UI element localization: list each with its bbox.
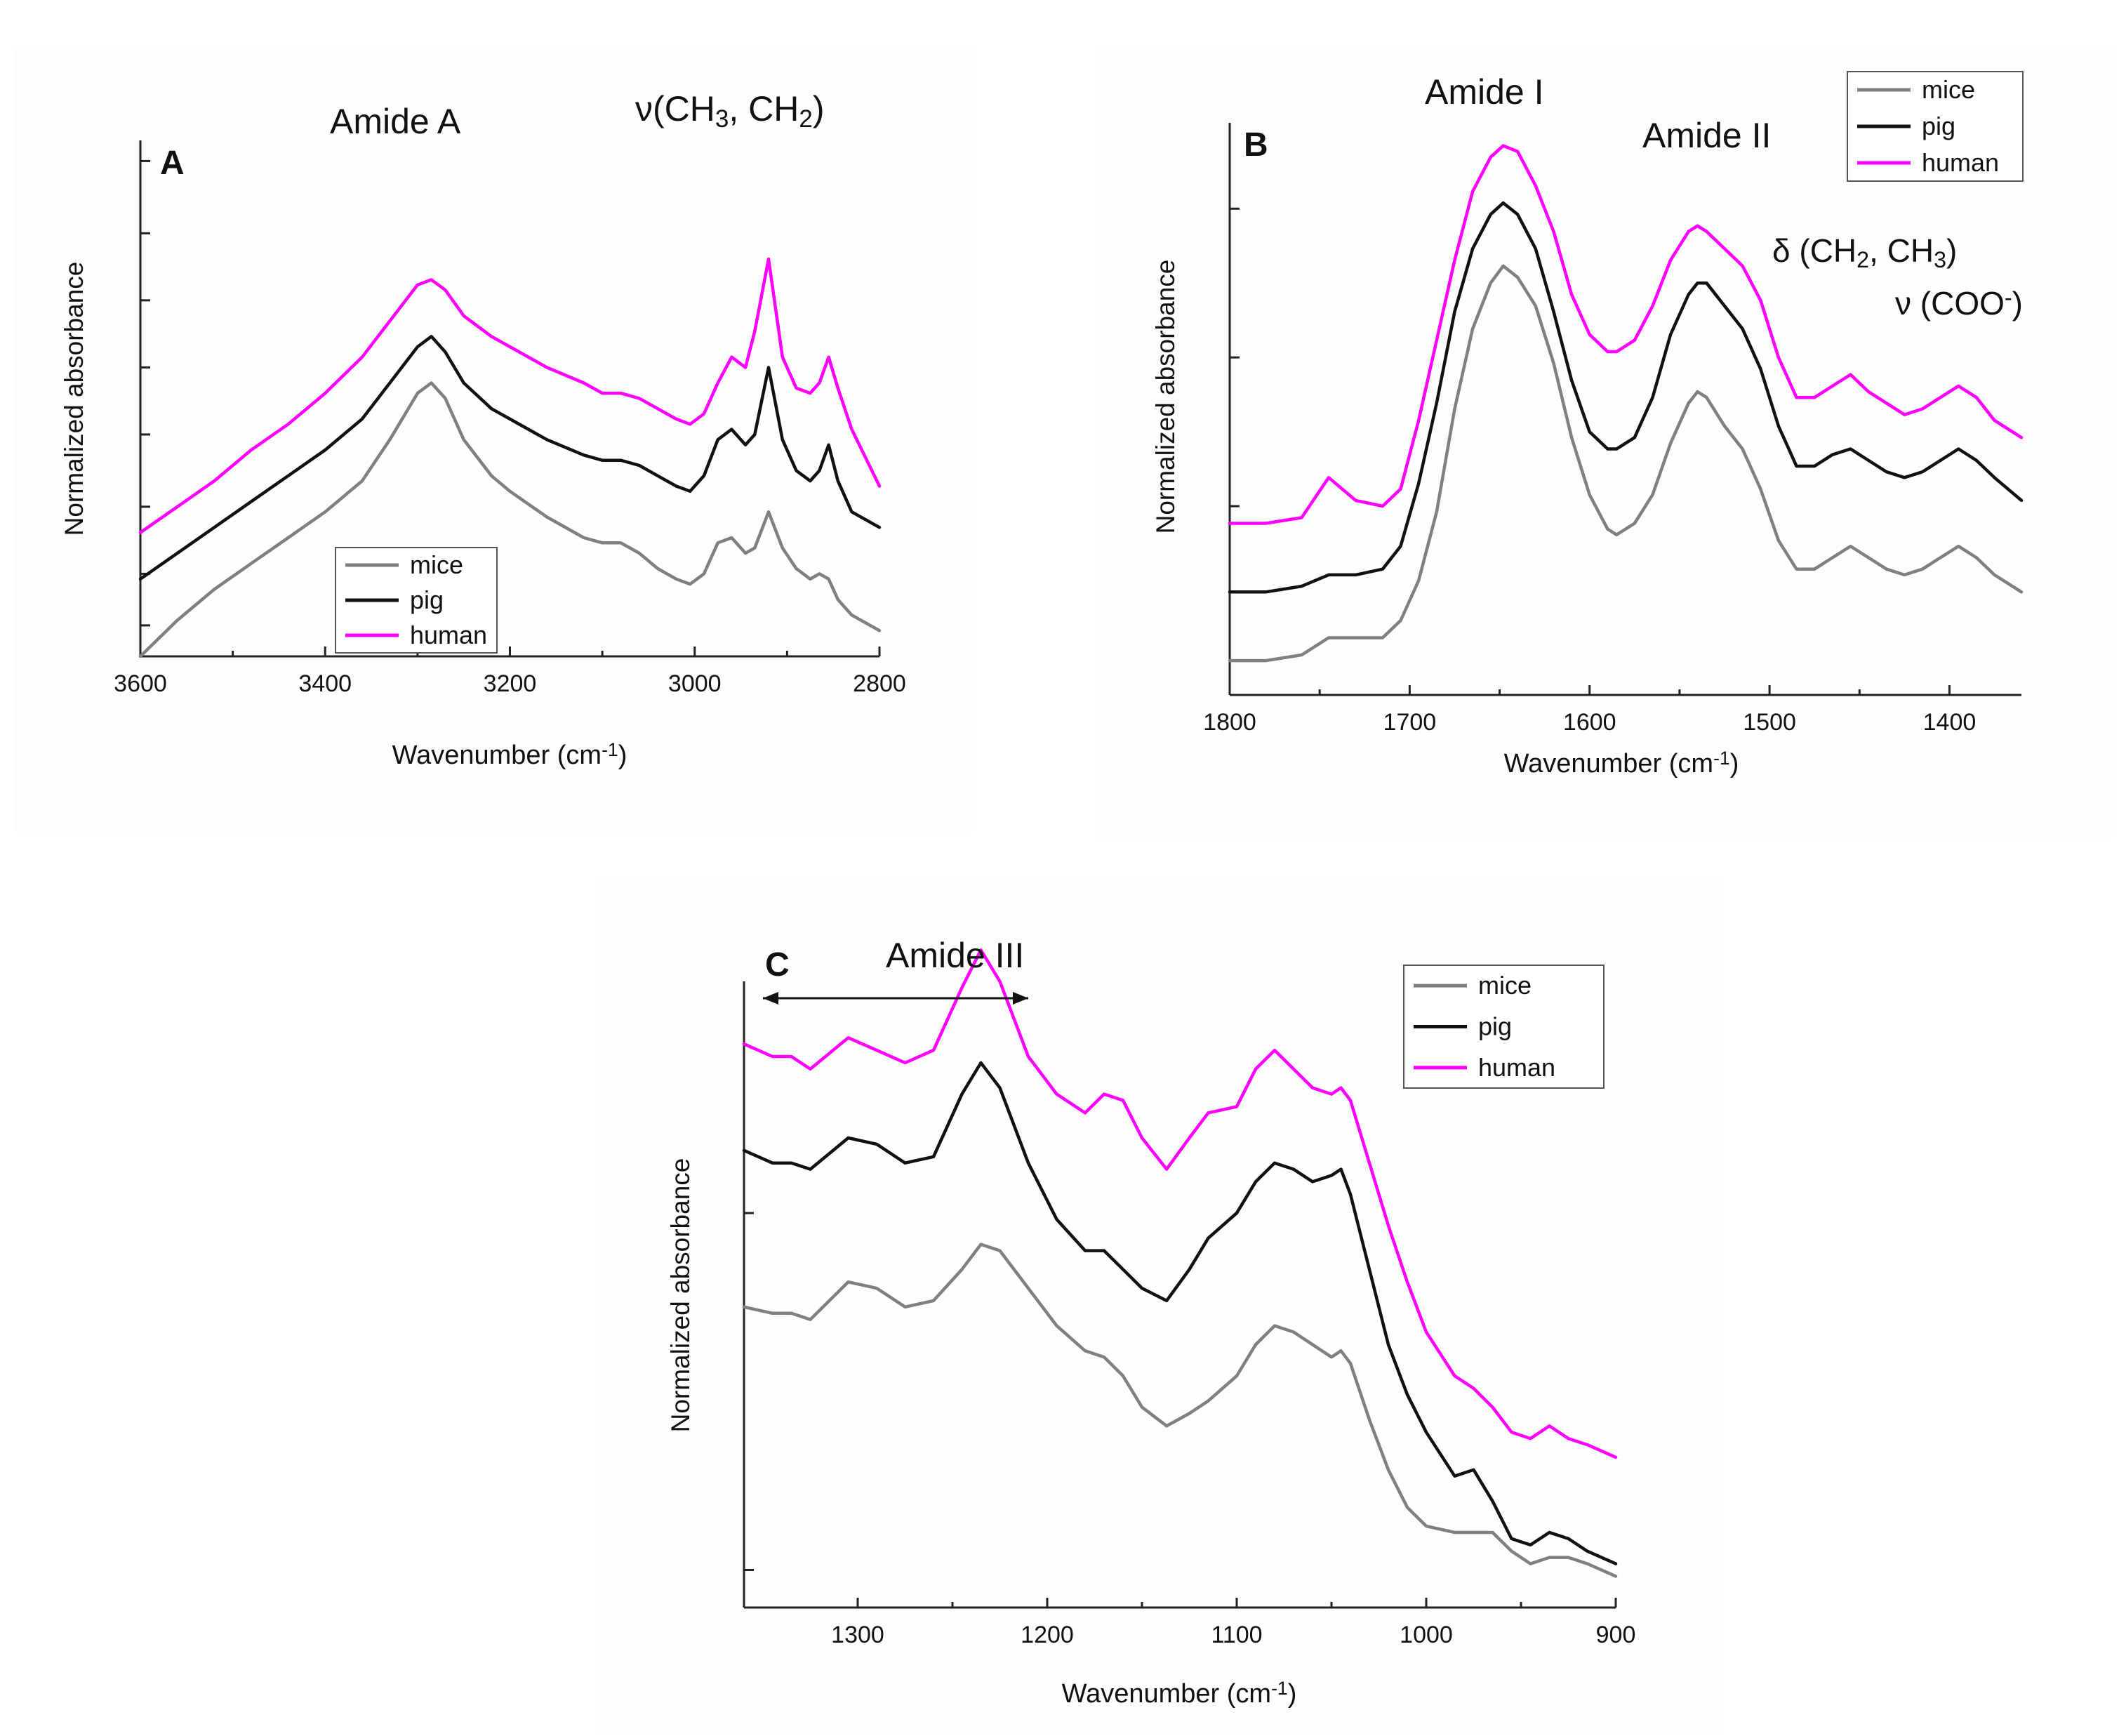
peak-annotation: ν(CH3, CH2) (635, 89, 824, 133)
peak-annotation: Amide A (330, 102, 461, 141)
legend-label-pig: pig (1478, 1012, 1512, 1041)
range-arrow-left-head (763, 992, 778, 1005)
legend-label-pig: pig (1922, 112, 1955, 140)
series-line-mice (1228, 264, 2024, 663)
chart-panel-a: 3600 3400 3200 3000 2800 A Amide A ν(CH3, CH2) m… (60, 89, 906, 770)
x-tick-label: 1800 (1203, 709, 1256, 736)
range-arrow-right-head (1013, 992, 1028, 1005)
chart-panel-b: 1800 1700 1600 1500 1400 B Amide I Amide II δ (C… (1151, 71, 2024, 778)
y-axis-label: Normalized absorbance (1151, 260, 1180, 534)
series-line-pig (742, 1061, 1618, 1565)
peak-annotation: Amide I (1425, 72, 1544, 112)
legend: mice pig human (335, 547, 498, 654)
peak-annotation: ν (COO-) (1895, 285, 2023, 322)
y-axis-label: Normalized absorbance (60, 262, 88, 536)
x-tick-label: 1300 (831, 1622, 884, 1648)
legend: mice pig human (1403, 965, 1605, 1089)
x-axis-label: Wavenumber (cm-1) (392, 739, 627, 770)
series-line-human (1228, 144, 2024, 525)
panel-letter: A (160, 145, 185, 182)
x-tick-label: 900 (1596, 1622, 1636, 1648)
panel-letter: B (1244, 126, 1268, 164)
x-tick-label: 1600 (1563, 709, 1616, 736)
peak-annotation: Amide II (1642, 116, 1771, 155)
x-tick-label: 1400 (1923, 709, 1977, 736)
peak-annotation: δ (CH2, CH3) (1772, 232, 1957, 272)
x-tick-label: 2800 (853, 670, 906, 697)
series-line-pig (1228, 201, 2024, 594)
x-tick-label: 3200 (484, 670, 537, 697)
legend-label-mice: mice (1922, 75, 1975, 104)
x-axis-label: Wavenumber (cm-1) (1504, 748, 1739, 778)
x-tick-label: 3400 (298, 670, 352, 697)
x-tick-label: 1500 (1743, 709, 1796, 736)
legend-label-mice: mice (1478, 971, 1532, 1000)
peak-annotation: Amide III (886, 936, 1024, 975)
series-line-mice (138, 381, 882, 658)
x-tick-label: 1100 (1211, 1622, 1262, 1648)
legend-label-pig: pig (410, 585, 444, 614)
chart-panel-c: 1300 1200 1100 1000 900 C Amide III mice pig huma… (666, 936, 1635, 1709)
series-line-mice (742, 1243, 1618, 1578)
series-line-human (138, 257, 882, 534)
legend-label-mice: mice (410, 550, 463, 579)
legend: mice pig human (1847, 71, 2024, 182)
x-tick-label: 1700 (1383, 709, 1437, 736)
legend-label-human: human (410, 621, 487, 649)
legend-label-human: human (1922, 148, 1999, 177)
x-tick-label: 3600 (114, 670, 167, 697)
y-axis-label: Normalized absorbance (666, 1158, 695, 1433)
x-tick-label: 3000 (668, 670, 722, 697)
series-line-human (742, 948, 1618, 1459)
x-tick-label: 1200 (1021, 1622, 1074, 1648)
x-axis-label: Wavenumber (cm-1) (1062, 1678, 1297, 1709)
panel-a-background (14, 46, 976, 832)
x-tick-label: 1000 (1400, 1622, 1453, 1648)
panel-letter: C (765, 946, 790, 983)
series-line-pig (138, 335, 882, 581)
legend-label-human: human (1478, 1053, 1555, 1082)
